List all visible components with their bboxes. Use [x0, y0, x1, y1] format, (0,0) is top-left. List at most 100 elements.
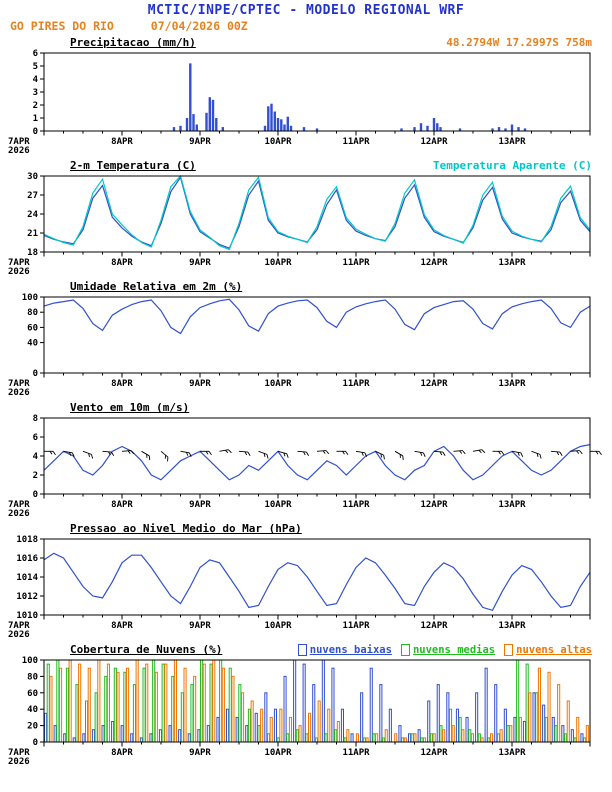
svg-text:2: 2 [33, 471, 38, 481]
svg-text:0: 0 [33, 490, 38, 500]
svg-text:10APR: 10APR [264, 621, 292, 631]
svg-text:7APR: 7APR [8, 748, 30, 758]
cloud-cover-title: Cobertura de Nuvens (%) [70, 643, 223, 656]
svg-text:7APR: 7APR [8, 379, 30, 389]
mid-clouds-swatch-icon [400, 644, 410, 656]
svg-text:40: 40 [27, 705, 38, 715]
high-clouds-label: nuvens altas [516, 644, 592, 656]
svg-text:100: 100 [22, 293, 38, 303]
wind-panel: Vento em 10m (m/s) 0 2 4 6 8 7APR 8APR 9APR 10AP… [0, 399, 612, 518]
svg-text:10APR: 10APR [264, 379, 292, 389]
svg-text:2026: 2026 [8, 146, 30, 155]
svg-text:13APR: 13APR [498, 621, 526, 631]
svg-text:2: 2 [33, 101, 38, 111]
svg-text:0: 0 [33, 369, 38, 379]
svg-text:9APR: 9APR [189, 137, 211, 147]
svg-text:40: 40 [27, 339, 38, 349]
svg-text:0: 0 [33, 738, 38, 748]
svg-text:12APR: 12APR [420, 748, 448, 758]
mid-clouds-label: nuvens medias [412, 644, 496, 656]
wind-title: Vento em 10m (m/s) [70, 401, 190, 414]
svg-text:18: 18 [27, 248, 38, 258]
svg-text:24: 24 [27, 210, 38, 220]
legend-item-high-clouds: nuvens altas [504, 644, 592, 656]
page-header: MCTIC/INPE/CPTEC - MODELO REGIONAL WRF G… [0, 0, 612, 34]
svg-text:9APR: 9APR [189, 379, 211, 389]
svg-text:12APR: 12APR [420, 621, 448, 631]
temperature-title: 2-m Temperatura (C) [70, 159, 196, 172]
svg-text:21: 21 [27, 229, 38, 239]
svg-text:11APR: 11APR [342, 379, 370, 389]
svg-text:9APR: 9APR [189, 500, 211, 510]
pressure-chart: 1010 1012 1014 1016 1018 7APR 8APR 9APR 10APR 11A… [8, 535, 591, 639]
cloud-cover-panel: Cobertura de Nuvens (%) nuvens baixas nu… [0, 641, 612, 766]
svg-text:2026: 2026 [8, 509, 30, 518]
humidity-panel: Umidade Relativa em 2m (%) 0 40 60 80 100 7AP… [0, 278, 612, 397]
run-info-row: GO PIRES DO RIO 07/04/2026 00Z [0, 19, 612, 34]
precipitation-chart: 0 1 2 3 4 5 6 7APR 8APR 9APR 10APR 11APR 12APR 13APR 2… [8, 49, 591, 155]
svg-text:9APR: 9APR [189, 621, 211, 631]
svg-text:60: 60 [27, 689, 38, 699]
humidity-chart: 0 40 60 80 100 7APR 8APR 9APR 10APR 11APR 12APR 13A… [8, 293, 591, 397]
model-title: MCTIC/INPE/CPTEC - MODELO REGIONAL WRF [147, 3, 465, 18]
svg-text:1010: 1010 [16, 611, 38, 621]
run-datetime-label: 07/04/2026 00Z [150, 19, 248, 33]
svg-text:13APR: 13APR [498, 137, 526, 147]
svg-text:12APR: 12APR [420, 379, 448, 389]
svg-text:10APR: 10APR [264, 748, 292, 758]
svg-text:13APR: 13APR [498, 748, 526, 758]
svg-text:60: 60 [27, 323, 38, 333]
legend-item-low-clouds: nuvens baixas [297, 644, 392, 656]
svg-text:1012: 1012 [16, 592, 38, 602]
svg-text:8APR: 8APR [111, 137, 133, 147]
svg-text:80: 80 [27, 672, 38, 682]
low-clouds-swatch-icon [297, 644, 307, 656]
cloud-legend: nuvens baixas nuvens medias nuvens altas [297, 644, 592, 656]
legend-item-mid-clouds: nuvens medias [400, 644, 496, 656]
svg-text:12APR: 12APR [420, 500, 448, 510]
location-label: 48.2794W 17.2997S 758m [446, 36, 592, 49]
svg-text:6: 6 [33, 49, 38, 59]
svg-text:11APR: 11APR [342, 748, 370, 758]
svg-text:2026: 2026 [8, 388, 30, 397]
svg-text:100: 100 [22, 656, 38, 666]
svg-text:2026: 2026 [8, 630, 30, 639]
svg-text:8APR: 8APR [111, 258, 133, 268]
svg-text:10APR: 10APR [264, 137, 292, 147]
svg-text:11APR: 11APR [342, 621, 370, 631]
svg-text:11APR: 11APR [342, 500, 370, 510]
svg-text:27: 27 [27, 191, 38, 201]
svg-text:1014: 1014 [16, 573, 38, 583]
svg-text:8APR: 8APR [111, 621, 133, 631]
precipitation-title: Precipitacao (mm/h) [70, 36, 196, 49]
temperature-panel: 2-m Temperatura (C) Temperatura Aparente… [0, 157, 612, 276]
svg-text:4: 4 [33, 452, 39, 462]
svg-text:11APR: 11APR [342, 258, 370, 268]
svg-text:11APR: 11APR [342, 137, 370, 147]
svg-text:4: 4 [33, 75, 39, 85]
precipitation-panel: Precipitacao (mm/h) 48.2794W 17.2997S 75… [0, 34, 612, 155]
svg-text:9APR: 9APR [189, 748, 211, 758]
temperature-chart: 18 21 24 27 30 7APR 8APR 9APR 10APR 11APR 12APR 13A… [8, 172, 591, 276]
svg-text:13APR: 13APR [498, 379, 526, 389]
svg-text:12APR: 12APR [420, 258, 448, 268]
svg-text:10APR: 10APR [264, 500, 292, 510]
svg-text:3: 3 [33, 88, 38, 98]
high-clouds-swatch-icon [504, 644, 514, 656]
pressure-panel: Pressao ao Nivel Medio do Mar (hPa) 1010… [0, 520, 612, 639]
svg-text:20: 20 [27, 722, 38, 732]
humidity-title: Umidade Relativa em 2m (%) [70, 280, 243, 293]
svg-text:0: 0 [33, 127, 38, 137]
svg-text:30: 30 [27, 172, 38, 182]
svg-text:1016: 1016 [16, 554, 38, 564]
svg-text:8APR: 8APR [111, 500, 133, 510]
svg-text:7APR: 7APR [8, 500, 30, 510]
svg-text:1018: 1018 [16, 535, 38, 545]
svg-text:7APR: 7APR [8, 258, 30, 268]
svg-text:7APR: 7APR [8, 137, 30, 147]
cloud-cover-chart: 0 20 40 60 80 100 7APR 8APR 9APR 10APR 11APR 12APR 1… [8, 656, 591, 766]
apparent-temperature-label: Temperatura Aparente (C) [433, 159, 592, 172]
svg-text:8APR: 8APR [111, 379, 133, 389]
svg-text:8: 8 [33, 414, 38, 424]
